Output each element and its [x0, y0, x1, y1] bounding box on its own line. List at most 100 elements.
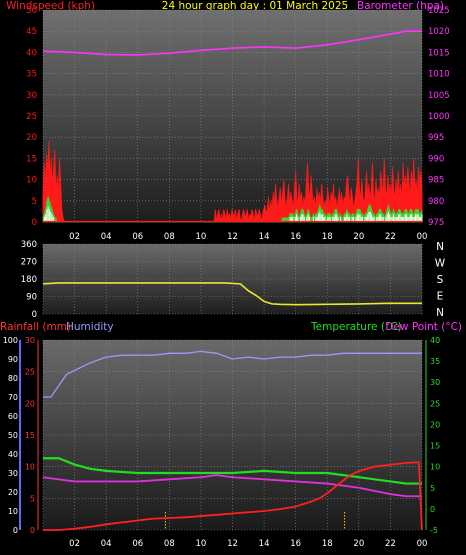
- rainfall-tick-label: 0: [30, 526, 35, 535]
- barometer-tick-label: 1000: [428, 112, 450, 122]
- wind-x-tick-label: 10: [196, 232, 207, 242]
- temperature-axis-title: Temperature (°C): [310, 321, 402, 333]
- humidity-tick-label: 10: [8, 507, 18, 516]
- humidity-tick-label: 30: [8, 469, 18, 478]
- temperature-tick-label: -5: [430, 526, 438, 535]
- rain-x-tick-label: 22: [385, 539, 396, 549]
- humidity-tick-label: 70: [8, 393, 18, 402]
- rain-x-tick-label: 18: [322, 539, 333, 549]
- temperature-tick-label: 0: [430, 505, 435, 514]
- rain-x-tick-label: 00: [417, 539, 428, 549]
- direction-tick-label: 360: [21, 240, 37, 250]
- temperature-tick-label: 40: [430, 336, 440, 345]
- rain-x-tick-label: 04: [101, 539, 112, 549]
- compass-tick-label: W: [435, 258, 446, 270]
- rain-x-tick-label: 20: [353, 539, 364, 549]
- dewpoint-axis-title: Dew Point (°C): [385, 321, 462, 333]
- barometer-series: [42, 30, 422, 56]
- windspeed-tick-label: 40: [26, 48, 37, 58]
- barometer-tick-label: 1025: [428, 6, 450, 16]
- temperature-tick-label: 35: [430, 357, 440, 366]
- windspeed-axis-title: Windspeed (kph): [6, 0, 95, 12]
- wind-x-tick-label: 04: [101, 232, 112, 242]
- rain-x-tick-label: 08: [164, 539, 175, 549]
- humidity-tick-label: 50: [8, 431, 18, 440]
- rainfall-tick-label: 25: [25, 368, 35, 377]
- wind-x-tick-label: 12: [227, 232, 238, 242]
- temperature-tick-label: 30: [430, 378, 440, 387]
- windspeed-tick-label: 25: [26, 112, 37, 122]
- windspeed-tick-label: 15: [26, 154, 37, 164]
- rain-x-tick-label: 06: [132, 539, 143, 549]
- dewpoint-series: [42, 474, 422, 498]
- series-layer: [42, 30, 423, 531]
- barometer-tick-label: 995: [428, 133, 444, 143]
- windspeed-tick-label: 35: [26, 70, 37, 80]
- compass-tick-label: N: [436, 241, 444, 253]
- windspeed-tick-label: 0: [32, 218, 37, 228]
- rainfall-tick-label: 10: [25, 463, 35, 472]
- barometer-tick-label: 1010: [428, 70, 450, 80]
- rain-x-tick-label: 12: [227, 539, 238, 549]
- rainfall-tick-label: 30: [25, 336, 35, 345]
- barometer-tick-label: 990: [428, 154, 444, 164]
- barometer-tick-label: 1020: [428, 27, 450, 37]
- windspeed-tick-label: 50: [26, 6, 37, 16]
- barometer-tick-label: 975: [428, 218, 444, 228]
- wind-x-tick-label: 18: [322, 232, 333, 242]
- windspeed-tick-label: 30: [26, 91, 37, 101]
- rain-x-tick-label: 14: [259, 539, 270, 549]
- compass-tick-label: N: [436, 307, 444, 319]
- wind-x-tick-label: 00: [417, 232, 428, 242]
- direction-tick-label: 180: [21, 275, 37, 285]
- rain-x-tick-label: 02: [69, 539, 80, 549]
- humidity-tick-label: 90: [8, 355, 18, 364]
- barometer-tick-label: 980: [428, 197, 444, 207]
- rainfall-axis-title: Rainfall (mm): [0, 321, 71, 333]
- humidity-tick-label: 0: [13, 526, 18, 535]
- rainfall-tick-label: 15: [25, 431, 35, 440]
- wind-x-tick-label: 20: [353, 232, 364, 242]
- barometer-tick-label: 985: [428, 176, 444, 186]
- rainfall-tick-label: 20: [25, 399, 35, 408]
- humidity-axis-title: Humidity: [66, 321, 114, 333]
- windspeed-tick-label: 5: [32, 197, 37, 207]
- direction-tick-label: 90: [26, 293, 37, 303]
- temperature-tick-label: 10: [430, 463, 440, 472]
- compass-tick-label: S: [437, 274, 444, 286]
- wind-x-tick-label: 02: [69, 232, 80, 242]
- temperature-tick-label: 20: [430, 420, 440, 429]
- humidity-tick-label: 20: [8, 488, 18, 497]
- wind-x-tick-label: 22: [385, 232, 396, 242]
- windspeed-tick-label: 10: [26, 176, 37, 186]
- rainfall-series: [43, 461, 423, 531]
- wind-x-tick-label: 16: [290, 232, 301, 242]
- humidity-tick-label: 100: [3, 336, 18, 345]
- rainfall-tick-label: 5: [30, 494, 35, 503]
- wind-x-tick-label: 06: [132, 232, 143, 242]
- humidity-tick-label: 40: [8, 450, 18, 459]
- direction-tick-label: 270: [21, 258, 37, 268]
- temperature-tick-label: 25: [430, 399, 440, 408]
- temperature-tick-label: 5: [430, 484, 435, 493]
- windspeed-tick-label: 20: [26, 133, 37, 143]
- wind-x-tick-label: 14: [259, 232, 270, 242]
- windspeed-tick-label: 45: [26, 27, 37, 37]
- axes-layer: 5045403530252015105010251020101510101005…: [3, 6, 450, 549]
- chart-title: 24 hour graph day : 01 March 2025: [162, 0, 348, 12]
- temperature-series: [43, 457, 422, 485]
- barometer-tick-label: 1015: [428, 48, 450, 58]
- compass-tick-label: E: [437, 291, 444, 303]
- barometer-tick-label: 1005: [428, 91, 450, 101]
- direction-tick-label: 0: [32, 310, 37, 320]
- barometer-axis-title: Barometer (hpa): [357, 0, 444, 12]
- wind-x-tick-label: 08: [164, 232, 175, 242]
- rain-x-tick-label: 16: [290, 539, 301, 549]
- wind-direction-series: [42, 282, 422, 306]
- humidity-tick-label: 80: [8, 374, 18, 383]
- humidity-series: [43, 350, 422, 398]
- rain-x-tick-label: 10: [196, 539, 207, 549]
- temperature-tick-label: 15: [430, 442, 440, 451]
- humidity-tick-label: 60: [8, 412, 18, 421]
